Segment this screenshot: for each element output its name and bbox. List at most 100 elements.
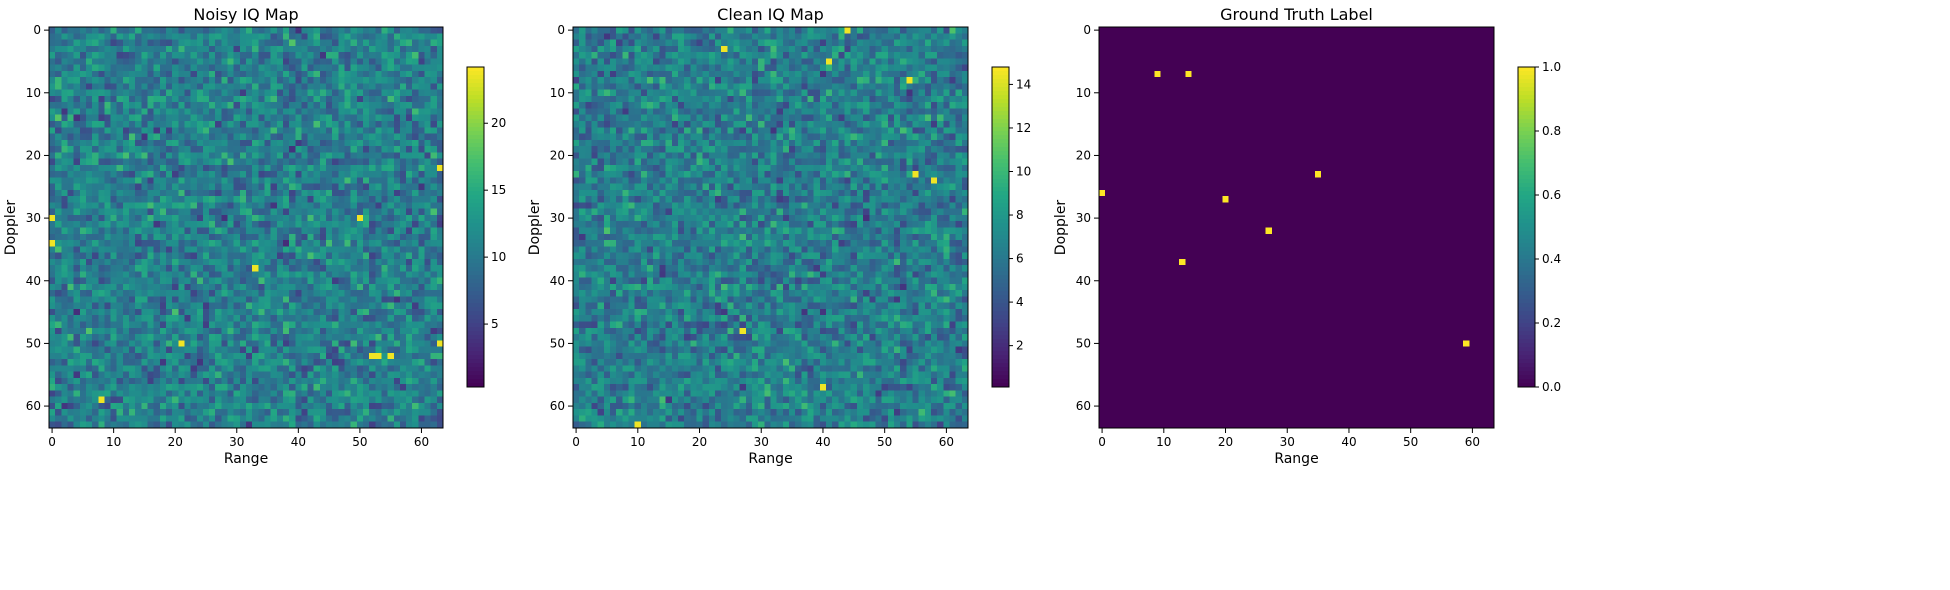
heatmap-cell xyxy=(332,27,339,34)
heatmap-cell xyxy=(795,58,802,65)
heatmap-cell xyxy=(930,83,938,91)
heatmap-cell xyxy=(55,240,62,247)
heatmap-cell xyxy=(332,233,339,241)
colorbar-segment xyxy=(467,95,484,100)
heatmap-cell xyxy=(153,120,161,128)
heatmap-cell xyxy=(332,227,339,235)
heatmap-cell xyxy=(202,45,210,53)
heatmap-cell xyxy=(640,83,648,91)
heatmap-cell xyxy=(122,240,130,247)
heatmap-cell xyxy=(708,45,716,53)
heatmap-cell xyxy=(338,152,345,159)
heatmap-cell xyxy=(597,39,605,47)
heatmap-cell xyxy=(708,70,716,78)
heatmap-cell xyxy=(270,227,278,235)
heatmap-cell xyxy=(387,139,395,147)
heatmap-cell xyxy=(246,271,253,279)
heatmap-cell xyxy=(356,133,364,141)
heatmap-cell xyxy=(430,240,438,247)
heatmap-cell xyxy=(307,283,315,291)
heatmap-cell xyxy=(647,89,654,97)
heatmap-cell xyxy=(301,258,308,266)
heatmap-cell xyxy=(412,120,419,128)
heatmap-cell xyxy=(73,77,81,84)
heatmap-cell xyxy=(369,377,376,385)
heatmap-cell xyxy=(424,120,432,128)
heatmap-cell xyxy=(85,321,93,329)
heatmap-cell xyxy=(289,265,296,272)
heatmap-cell xyxy=(399,158,407,166)
heatmap-cell xyxy=(436,202,444,210)
heatmap-cell xyxy=(813,64,821,72)
heatmap-cell xyxy=(209,89,216,97)
heatmap-cell xyxy=(227,133,235,141)
heatmap-cell xyxy=(153,365,161,373)
heatmap-cell xyxy=(696,77,704,84)
heatmap-cell xyxy=(184,246,191,253)
heatmap-cell xyxy=(110,384,118,391)
heatmap-cell xyxy=(819,64,827,72)
heatmap-cell xyxy=(172,340,179,347)
heatmap-cell xyxy=(381,221,388,228)
heatmap-cell xyxy=(406,283,413,291)
heatmap-cell xyxy=(153,183,161,191)
heatmap-cell xyxy=(807,58,815,65)
colorbar-segment xyxy=(467,243,484,248)
heatmap-cell xyxy=(202,33,210,40)
heatmap-cell xyxy=(610,70,617,78)
heatmap-cell xyxy=(79,271,87,279)
heatmap-cell xyxy=(276,70,284,78)
heatmap-cell xyxy=(362,70,370,78)
heatmap-cell xyxy=(282,240,290,247)
heatmap-cell xyxy=(418,177,425,185)
heatmap-cell xyxy=(282,27,290,34)
heatmap-cell xyxy=(153,327,161,335)
heatmap-cell xyxy=(301,114,308,122)
heatmap-cell xyxy=(338,45,345,53)
heatmap-cell xyxy=(313,233,321,241)
heatmap-cell xyxy=(184,108,191,116)
heatmap-cell xyxy=(252,396,259,404)
heatmap-cell xyxy=(264,227,272,235)
heatmap-cell xyxy=(258,277,265,285)
heatmap-cell xyxy=(326,58,333,65)
heatmap-cell xyxy=(129,296,136,304)
heatmap-cell xyxy=(412,152,419,159)
heatmap-cell xyxy=(659,77,666,84)
heatmap-cell xyxy=(270,70,278,78)
heatmap-cell xyxy=(659,95,666,103)
heatmap-cell xyxy=(79,409,87,416)
heatmap-cell xyxy=(362,58,370,65)
heatmap-cell xyxy=(381,27,388,34)
heatmap-cell xyxy=(110,127,118,134)
heatmap-cell xyxy=(350,83,358,91)
heatmap-cell xyxy=(362,352,370,360)
heatmap-cell xyxy=(153,227,161,235)
heatmap-cell xyxy=(850,83,858,91)
heatmap-cell xyxy=(165,208,173,216)
heatmap-cell xyxy=(289,77,296,84)
heatmap-cell xyxy=(424,77,432,84)
heatmap-cell xyxy=(937,83,944,91)
heatmap-cell xyxy=(209,334,216,341)
heatmap-cell xyxy=(677,39,685,47)
heatmap-cell xyxy=(289,214,296,222)
heatmap-cell xyxy=(73,133,81,141)
heatmap-cell xyxy=(344,302,352,310)
heatmap-cell xyxy=(159,302,167,310)
heatmap-cell xyxy=(344,277,352,285)
heatmap-cell xyxy=(49,127,56,134)
heatmap-cell xyxy=(233,164,241,172)
heatmap-cell xyxy=(313,202,321,210)
heatmap-cell xyxy=(887,64,895,72)
heatmap-cell xyxy=(209,127,216,134)
heatmap-cell xyxy=(153,58,161,65)
heatmap-cell xyxy=(233,296,241,304)
heatmap-cell xyxy=(406,108,413,116)
heatmap-cell xyxy=(436,346,444,354)
heatmap-cell xyxy=(147,308,155,316)
heatmap-cell xyxy=(282,271,290,279)
heatmap-cell xyxy=(276,302,284,310)
heatmap-cell xyxy=(430,402,438,410)
heatmap-cell xyxy=(178,208,185,216)
